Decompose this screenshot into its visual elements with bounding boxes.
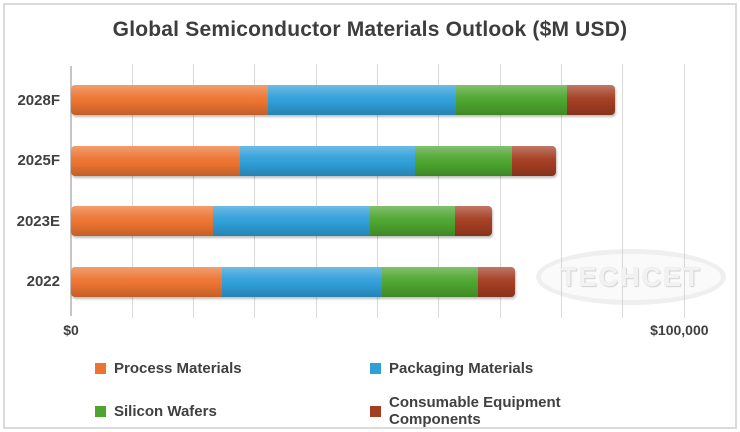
- x-axis-max-label: $100,000: [650, 322, 709, 338]
- y-axis-label: 2023E: [16, 212, 60, 230]
- stacked-bar: [71, 206, 493, 237]
- legend-label: Consumable Equipment Components: [389, 394, 561, 428]
- y-axis-line: [70, 66, 72, 316]
- bar-row-2025f: [71, 131, 684, 192]
- techcet-watermark: TECHCET: [536, 249, 726, 305]
- bar-row-2023e: [71, 191, 684, 252]
- gridline: [131, 64, 133, 318]
- gridline: [499, 64, 501, 318]
- gridline: [254, 64, 256, 318]
- legend-item-process-materials: Process Materials: [95, 360, 370, 377]
- bar-segment: [381, 266, 478, 297]
- bar-segment: [566, 85, 615, 116]
- stacked-bar: [71, 266, 515, 297]
- y-axis-labels: 2028F 2025F 2023E 2022: [0, 70, 62, 312]
- gridline: [560, 64, 562, 318]
- bar-segment: [511, 145, 557, 176]
- legend-swatch-green: [95, 405, 106, 417]
- watermark-text: TECHCET: [560, 261, 702, 292]
- legend-swatch-orange: [95, 363, 106, 374]
- legend-item-silicon-wafers: Silicon Wafers: [95, 394, 370, 428]
- gridlines: [71, 64, 685, 318]
- y-axis-label: 2028F: [17, 91, 60, 109]
- x-axis-min-label: $0: [63, 322, 79, 338]
- legend-swatch-blue: [370, 363, 381, 374]
- chart-title: Global Semiconductor Materials Outlook (…: [112, 18, 628, 41]
- legend-label: Packaging Materials: [389, 360, 534, 377]
- y-axis-label: 2025F: [17, 152, 60, 170]
- x-axis-labels: $0 $100,000: [0, 322, 740, 342]
- gridline: [683, 64, 685, 318]
- bar-segment: [71, 266, 222, 297]
- gridline: [377, 64, 378, 318]
- gridline: [193, 64, 195, 318]
- legend-label: Silicon Wafers: [114, 402, 217, 420]
- bar-segment: [71, 206, 214, 237]
- legend-label: Process Materials: [114, 360, 242, 377]
- bar-segment: [240, 145, 415, 176]
- bar-segment: [71, 85, 268, 116]
- stacked-bar: [71, 85, 615, 116]
- legend-item-consumable-equipment: Consumable Equipment Components: [370, 394, 655, 428]
- bar-segment: [221, 266, 382, 297]
- legend-swatch-brown: [370, 405, 381, 417]
- bar-row-2028f: [71, 70, 684, 131]
- bar-segment: [213, 206, 371, 237]
- legend-item-packaging-materials: Packaging Materials: [370, 360, 655, 377]
- bar-segment: [414, 145, 512, 176]
- stacked-bar: [71, 145, 557, 176]
- legend: Process Materials Packaging Materials Si…: [95, 360, 655, 428]
- bar-segment: [71, 145, 241, 176]
- gridline: [438, 64, 440, 318]
- y-axis-label: 2022: [26, 273, 60, 291]
- bar-segment: [455, 206, 493, 237]
- bar-segment: [478, 266, 515, 297]
- plot-area: [71, 70, 684, 312]
- bar-segment: [267, 85, 456, 116]
- gridline: [315, 64, 317, 318]
- gridline: [622, 64, 624, 318]
- bar-segment: [455, 85, 567, 116]
- bar-segment: [370, 206, 456, 237]
- bar-row-2022: [71, 252, 684, 313]
